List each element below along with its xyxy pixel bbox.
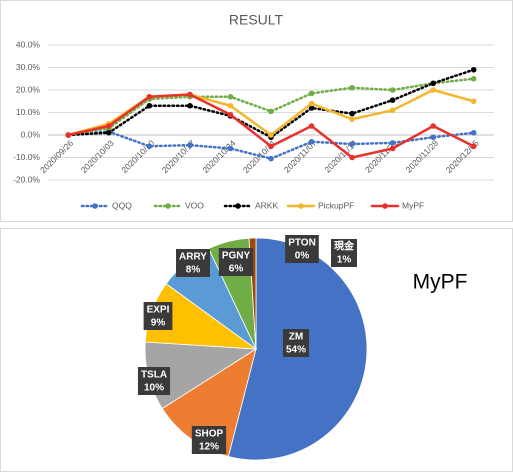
data-label-name: ARRY xyxy=(179,252,207,263)
legend-label: PickupPF xyxy=(318,200,354,210)
series-marker xyxy=(470,143,477,150)
series-marker xyxy=(470,98,477,105)
data-label-name: SHOP xyxy=(195,429,224,440)
series-marker xyxy=(187,142,193,148)
series-marker xyxy=(470,129,477,136)
data-label-box xyxy=(137,367,171,395)
data-label-box xyxy=(191,426,227,454)
series-marker xyxy=(146,93,153,100)
data-label-box xyxy=(143,302,173,330)
series-marker xyxy=(349,110,355,117)
series-marker xyxy=(268,155,274,162)
series-marker xyxy=(308,138,315,145)
legend-label: ARKK xyxy=(255,200,278,210)
data-label: PTON 0% xyxy=(285,235,319,263)
series-marker xyxy=(349,141,355,147)
data-label-name: PGNY xyxy=(222,251,251,262)
data-label-box xyxy=(218,248,254,276)
data-label-value: 6% xyxy=(229,264,244,275)
data-label-name: PTON xyxy=(288,238,316,249)
legend-marker xyxy=(235,203,241,209)
series-marker xyxy=(187,91,193,98)
data-label: ZM 54% xyxy=(282,329,310,357)
line-chart-frame xyxy=(0,0,513,222)
series-marker xyxy=(227,102,234,109)
series-marker xyxy=(268,108,274,115)
data-label: PGNY 6% xyxy=(218,248,254,276)
data-label-value: 0% xyxy=(295,251,310,262)
data-label-name: EXPI xyxy=(147,305,170,316)
y-tick-label: -20.0% xyxy=(13,174,40,184)
series-marker xyxy=(308,105,315,111)
series-marker xyxy=(389,87,396,93)
series-marker xyxy=(430,87,436,93)
series-marker xyxy=(227,145,234,152)
series-marker xyxy=(268,143,274,150)
data-label-box xyxy=(331,239,357,267)
data-label-box xyxy=(282,329,310,357)
legend-label: QQQ xyxy=(112,200,132,210)
data-label: EXPI 9% xyxy=(143,302,173,330)
y-tick-label: 30.0% xyxy=(16,62,41,72)
pie-chart-title: MyPF xyxy=(413,271,468,294)
data-label-name: TSLA xyxy=(141,370,167,381)
data-label-value: 10% xyxy=(144,383,164,394)
data-label: TSLA 10% xyxy=(137,367,171,395)
data-label-name: ZM xyxy=(289,332,303,343)
series-marker xyxy=(106,129,112,136)
legend-marker xyxy=(382,203,388,209)
series-marker xyxy=(389,107,396,114)
series-marker xyxy=(308,100,315,107)
series-marker xyxy=(389,145,396,152)
series-marker xyxy=(227,111,234,118)
data-label: SHOP 12% xyxy=(191,426,227,454)
legend-label: VOO xyxy=(185,200,204,210)
series-marker xyxy=(268,132,274,138)
data-label: 現金 1% xyxy=(331,239,357,267)
data-label-box xyxy=(285,235,319,263)
series-marker xyxy=(146,102,153,109)
series-marker xyxy=(106,123,112,129)
series-marker xyxy=(430,134,436,141)
pie-slice xyxy=(161,348,257,458)
y-tick-label: 0.0% xyxy=(21,129,41,139)
line-chart-title: RESULT xyxy=(229,12,284,28)
legend-marker xyxy=(165,203,171,209)
y-tick-label: 10.0% xyxy=(16,107,41,117)
series-marker xyxy=(308,123,315,129)
legend-label: MyPF xyxy=(402,200,424,210)
data-label: ARRY 8% xyxy=(176,249,210,277)
y-tick-label: 20.0% xyxy=(16,84,41,94)
series-marker xyxy=(349,84,355,91)
series-marker xyxy=(430,80,436,87)
series-marker xyxy=(349,116,355,123)
data-label-value: 1% xyxy=(337,255,352,266)
y-tick-label: -10.0% xyxy=(13,152,40,162)
data-label-value: 12% xyxy=(199,442,219,453)
series-marker xyxy=(187,102,193,109)
series-marker xyxy=(470,75,477,82)
series-marker xyxy=(349,154,355,161)
series-marker xyxy=(308,90,315,97)
series-marker xyxy=(470,66,477,73)
data-label-name: 現金 xyxy=(334,240,355,253)
series-marker xyxy=(65,132,72,138)
series-marker xyxy=(430,123,436,129)
legend-marker xyxy=(92,203,98,209)
legend-marker xyxy=(298,203,304,209)
data-label-value: 9% xyxy=(151,318,166,329)
data-label-value: 8% xyxy=(186,265,201,276)
series-marker xyxy=(146,143,153,150)
y-tick-label: 40.0% xyxy=(16,39,41,49)
series-marker xyxy=(227,93,234,100)
series-marker xyxy=(389,97,396,103)
series-marker xyxy=(389,140,396,146)
data-label-value: 54% xyxy=(286,345,306,356)
data-label-box xyxy=(176,249,210,277)
